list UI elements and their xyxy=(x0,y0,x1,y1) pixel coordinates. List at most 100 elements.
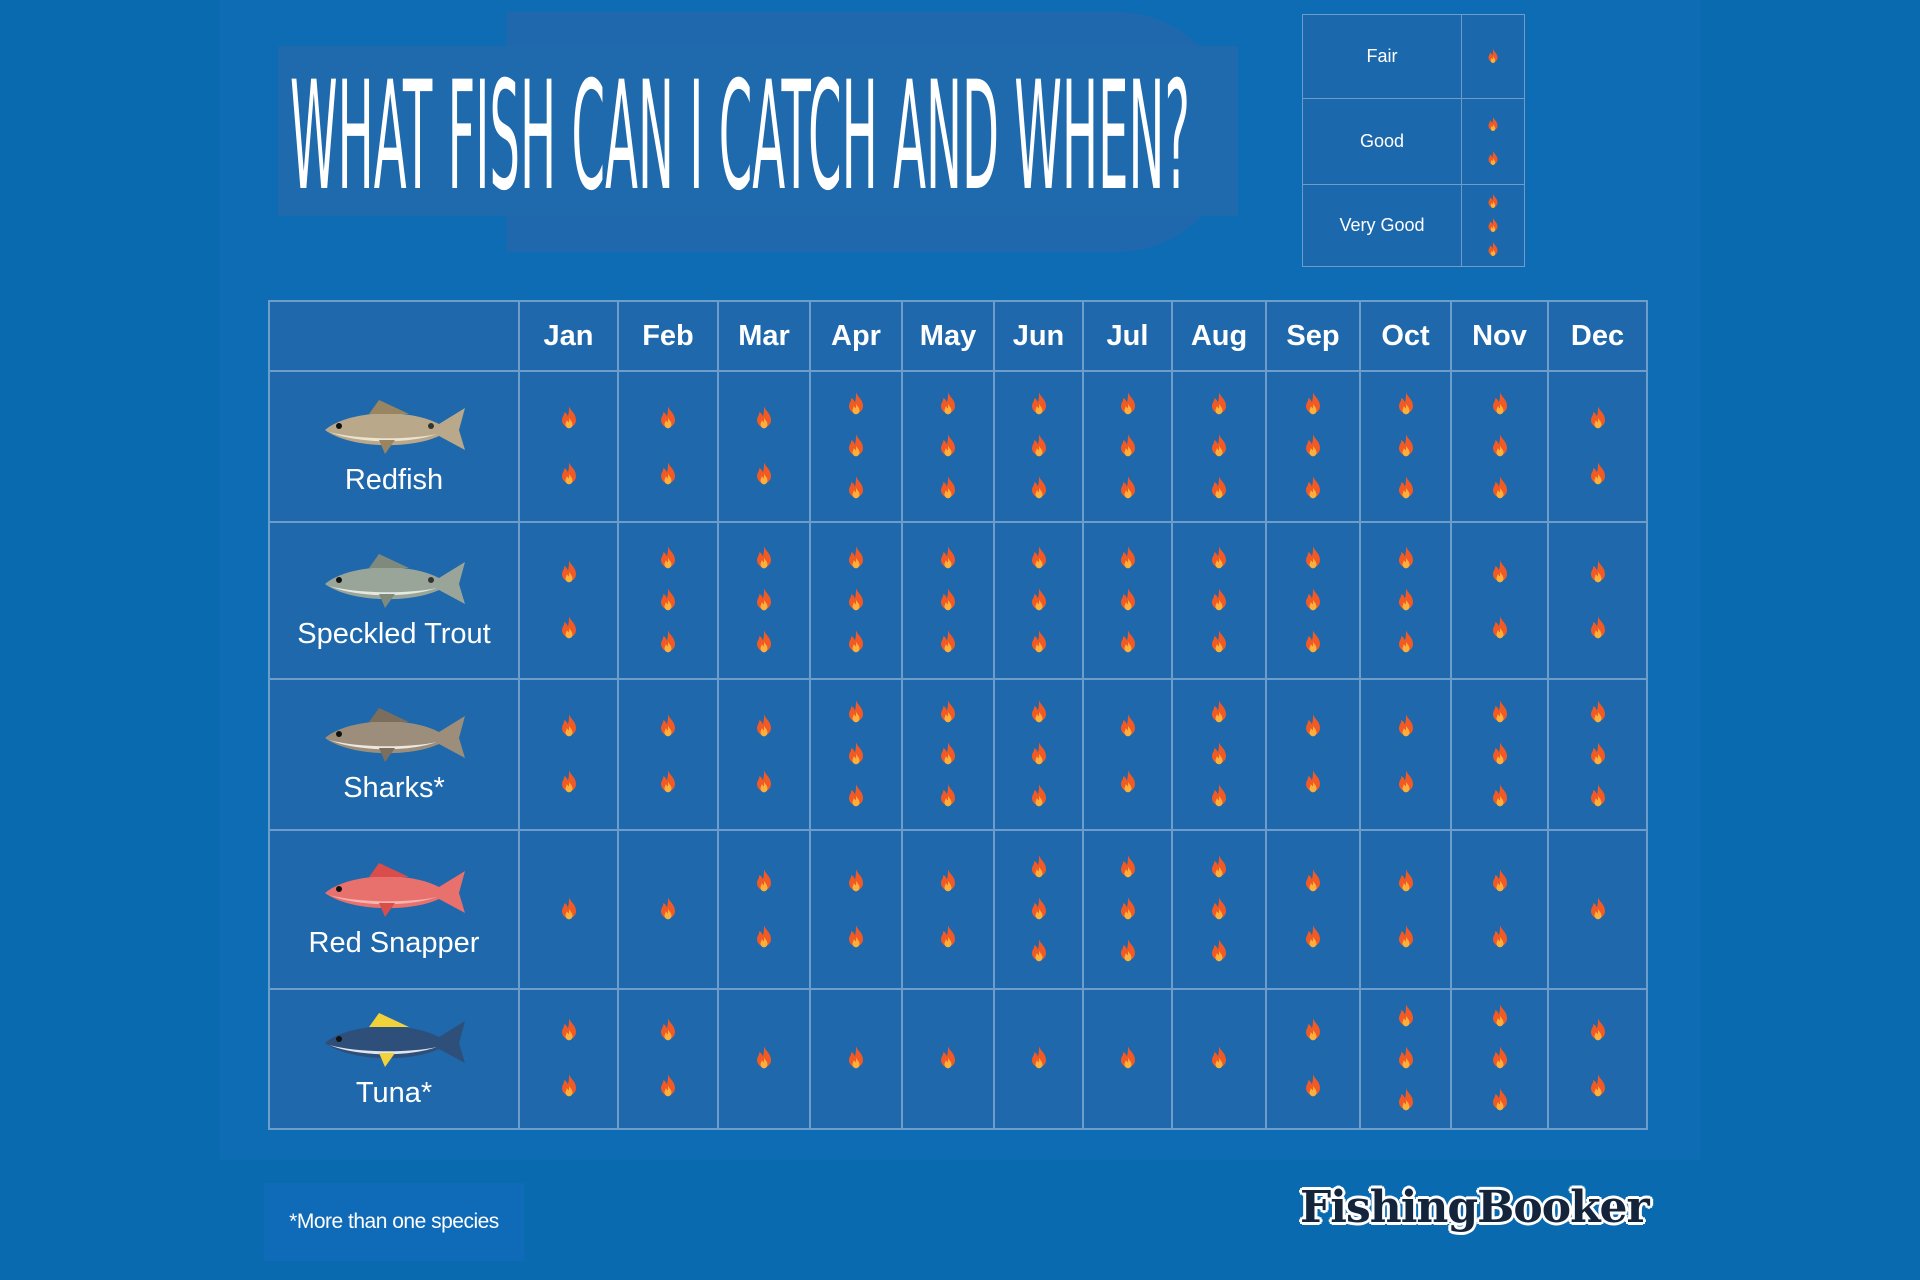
legend-fires xyxy=(1461,184,1525,267)
fire-icon xyxy=(561,559,576,582)
rating-cell-feb xyxy=(617,988,719,1130)
rating-cell-sep xyxy=(1265,370,1361,523)
fish-name: Redfish xyxy=(344,464,444,496)
fire-icon xyxy=(1031,741,1046,764)
fire-icon xyxy=(661,405,675,428)
table-row: Sharks* xyxy=(268,678,1648,831)
rating-cell-jun xyxy=(993,988,1084,1130)
table-row: Red Snapper xyxy=(268,829,1648,990)
fire-icon xyxy=(1398,769,1413,792)
fire-icon xyxy=(661,587,675,610)
title-svg: WHAT FISH CAN I CATCH AND WHEN? xyxy=(290,50,1190,210)
fire-icon xyxy=(1488,150,1498,165)
fire-icon xyxy=(941,868,955,891)
fire-icon xyxy=(757,405,771,428)
fire-icon xyxy=(561,615,576,638)
rating-cell-nov xyxy=(1450,521,1549,680)
rating-cell-jan xyxy=(518,370,619,523)
month-header-mar: Mar xyxy=(717,300,811,372)
rating-cell-dec xyxy=(1547,521,1648,680)
month-header-feb: Feb xyxy=(617,300,719,372)
fire-icon xyxy=(1212,587,1226,610)
rating-cell-nov xyxy=(1450,829,1549,990)
rating-cell-dec xyxy=(1547,988,1648,1130)
fire-icon xyxy=(849,433,863,456)
fire-icon xyxy=(757,461,771,484)
rating-cell-feb xyxy=(617,678,719,831)
legend-label: Very Good xyxy=(1302,184,1462,267)
rating-cell-jan xyxy=(518,988,619,1130)
rating-cell-oct xyxy=(1359,988,1452,1130)
rating-cell-apr xyxy=(809,370,903,523)
fire-icon xyxy=(1398,924,1413,947)
fire-icon xyxy=(1398,1088,1413,1111)
rating-cell-mar xyxy=(717,829,811,990)
fire-icon xyxy=(1590,559,1605,582)
fire-icon xyxy=(941,783,955,806)
fire-icon xyxy=(1306,391,1320,414)
fire-icon xyxy=(561,896,576,919)
fire-icon xyxy=(941,924,955,947)
fire-icon xyxy=(561,769,576,792)
legend-fires xyxy=(1461,98,1525,185)
fire-icon xyxy=(1031,545,1046,568)
rating-cell-dec xyxy=(1547,829,1648,990)
fire-icon xyxy=(1492,433,1507,456)
fire-icon xyxy=(1398,587,1413,610)
fish-name: Speckled Trout xyxy=(297,618,491,650)
fire-icon xyxy=(1590,896,1605,919)
fire-icon xyxy=(661,545,675,568)
fire-icon xyxy=(661,629,675,652)
fire-icon xyxy=(1306,769,1320,792)
fire-icon xyxy=(1212,938,1226,961)
month-header-oct: Oct xyxy=(1359,300,1452,372)
fire-icon xyxy=(1306,713,1320,736)
fire-icon xyxy=(1212,391,1226,414)
fire-icon xyxy=(661,713,675,736)
fire-icon xyxy=(849,629,863,652)
fire-icon xyxy=(1120,896,1135,919)
legend: Fair Good Very Good xyxy=(1302,14,1525,267)
rating-cell-oct xyxy=(1359,521,1452,680)
title-text: WHAT FISH CAN I CATCH AND WHEN? xyxy=(290,50,1190,210)
fire-icon xyxy=(1492,1004,1507,1027)
fire-icon xyxy=(941,475,955,498)
fire-icon xyxy=(1120,433,1135,456)
fire-icon xyxy=(1212,629,1226,652)
rating-cell-sep xyxy=(1265,829,1361,990)
fire-icon xyxy=(1488,193,1498,208)
fish-illustration xyxy=(325,1012,465,1067)
fire-icon xyxy=(849,924,863,947)
rating-cell-may xyxy=(901,370,995,523)
fire-icon xyxy=(1492,868,1507,891)
month-header-jun: Jun xyxy=(993,300,1084,372)
fire-icon xyxy=(561,1074,576,1097)
rating-cell-apr xyxy=(809,678,903,831)
footnote: *More than one species xyxy=(264,1183,524,1261)
rating-cell-may xyxy=(901,521,995,680)
fire-icon xyxy=(757,587,771,610)
rating-cell-oct xyxy=(1359,678,1452,831)
fire-icon xyxy=(1031,854,1046,877)
fire-icon xyxy=(757,924,771,947)
rating-cell-jun xyxy=(993,829,1084,990)
rating-cell-jun xyxy=(993,370,1084,523)
rating-cell-oct xyxy=(1359,370,1452,523)
fire-icon xyxy=(1031,475,1046,498)
fire-icon xyxy=(1488,217,1498,232)
fire-icon xyxy=(1306,1018,1320,1041)
fire-icon xyxy=(849,741,863,764)
fire-icon xyxy=(661,1074,675,1097)
fire-icon xyxy=(1306,545,1320,568)
rating-cell-aug xyxy=(1171,370,1267,523)
fish-illustration xyxy=(325,554,465,608)
fire-icon xyxy=(849,545,863,568)
fish-illustration xyxy=(325,863,465,917)
month-header-jul: Jul xyxy=(1082,300,1173,372)
rating-cell-apr xyxy=(809,521,903,680)
rating-cell-dec xyxy=(1547,370,1648,523)
fire-icon xyxy=(661,769,675,792)
fire-icon xyxy=(1306,1074,1320,1097)
fire-icon xyxy=(1590,405,1605,428)
fire-icon xyxy=(1120,391,1135,414)
